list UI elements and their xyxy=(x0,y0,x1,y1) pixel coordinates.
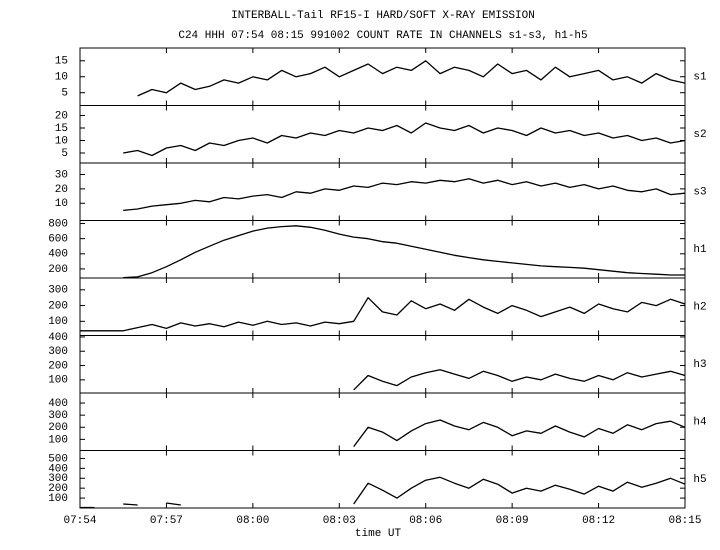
panel-frame xyxy=(79,47,686,106)
panel-frame xyxy=(79,392,686,451)
panel-label: h5 xyxy=(693,474,706,486)
panel-label: s3 xyxy=(693,187,706,199)
y-tick-label: 400 xyxy=(48,249,68,261)
y-tick-label: 300 xyxy=(48,473,68,485)
y-tick-label: 500 xyxy=(48,453,68,465)
x-axis-label: time UT xyxy=(355,528,402,540)
y-tick-label: 200 xyxy=(48,483,68,495)
series-line xyxy=(353,419,686,447)
y-tick-label: 600 xyxy=(48,234,68,246)
panel-label: h2 xyxy=(693,302,706,314)
y-tick-label: 300 xyxy=(48,346,68,358)
series-line xyxy=(80,476,686,509)
y-tick-label: 20 xyxy=(55,110,68,122)
chart-title: INTERBALL-Tail RF15-I HARD/SOFT X-RAY EM… xyxy=(231,10,535,22)
panel-frame xyxy=(79,162,686,221)
panel-label: s2 xyxy=(693,129,706,141)
x-tick-label: 07:54 xyxy=(63,515,96,527)
x-tick-label: 08:09 xyxy=(496,515,529,527)
series-line xyxy=(80,297,686,332)
panel-label: h4 xyxy=(693,417,707,429)
panel-frame xyxy=(79,450,686,509)
y-tick-label: 200 xyxy=(48,264,68,276)
y-tick-label: 300 xyxy=(48,410,68,422)
x-tick-label: 08:06 xyxy=(409,515,442,527)
y-tick-label: 200 xyxy=(48,300,68,312)
x-tick-label: 07:57 xyxy=(150,515,183,527)
x-tick-label: 08:03 xyxy=(323,515,356,527)
series-line xyxy=(137,60,686,97)
y-tick-label: 5 xyxy=(61,148,68,160)
x-tick-label: 08:12 xyxy=(582,515,615,527)
y-tick-label: 10 xyxy=(55,135,68,147)
y-tick-label: 100 xyxy=(48,316,68,328)
y-tick-label: 100 xyxy=(48,434,68,446)
y-tick-label: 300 xyxy=(48,285,68,297)
x-tick-label: 08:00 xyxy=(236,515,269,527)
y-tick-label: 10 xyxy=(55,198,68,210)
x-tick-label: 08:15 xyxy=(668,515,701,527)
y-tick-label: 100 xyxy=(48,493,68,505)
panel-frame xyxy=(79,335,686,394)
y-tick-label: 400 xyxy=(48,463,68,475)
y-tick-label: 200 xyxy=(48,360,68,372)
y-tick-label: 800 xyxy=(48,218,68,230)
y-tick-label: 20 xyxy=(55,184,68,196)
y-tick-label: 30 xyxy=(55,169,68,181)
panel-label: h1 xyxy=(693,244,707,256)
panel-label: h3 xyxy=(693,359,706,371)
y-tick-label: 100 xyxy=(48,375,68,387)
series-line xyxy=(123,178,686,212)
series-line xyxy=(123,122,686,157)
y-tick-label: 200 xyxy=(48,422,68,434)
y-tick-label: 400 xyxy=(48,398,68,410)
y-tick-label: 15 xyxy=(55,123,68,135)
series-line xyxy=(123,225,685,279)
y-tick-label: 400 xyxy=(48,332,68,344)
y-tick-label: 10 xyxy=(55,72,68,84)
chart-subtitle: C24 HHH 07:54 08:15 991002 COUNT RATE IN… xyxy=(178,30,587,42)
y-tick-label: 5 xyxy=(61,88,68,100)
series-line xyxy=(353,369,686,391)
panel-label: s1 xyxy=(693,72,707,84)
y-tick-label: 15 xyxy=(55,56,68,68)
